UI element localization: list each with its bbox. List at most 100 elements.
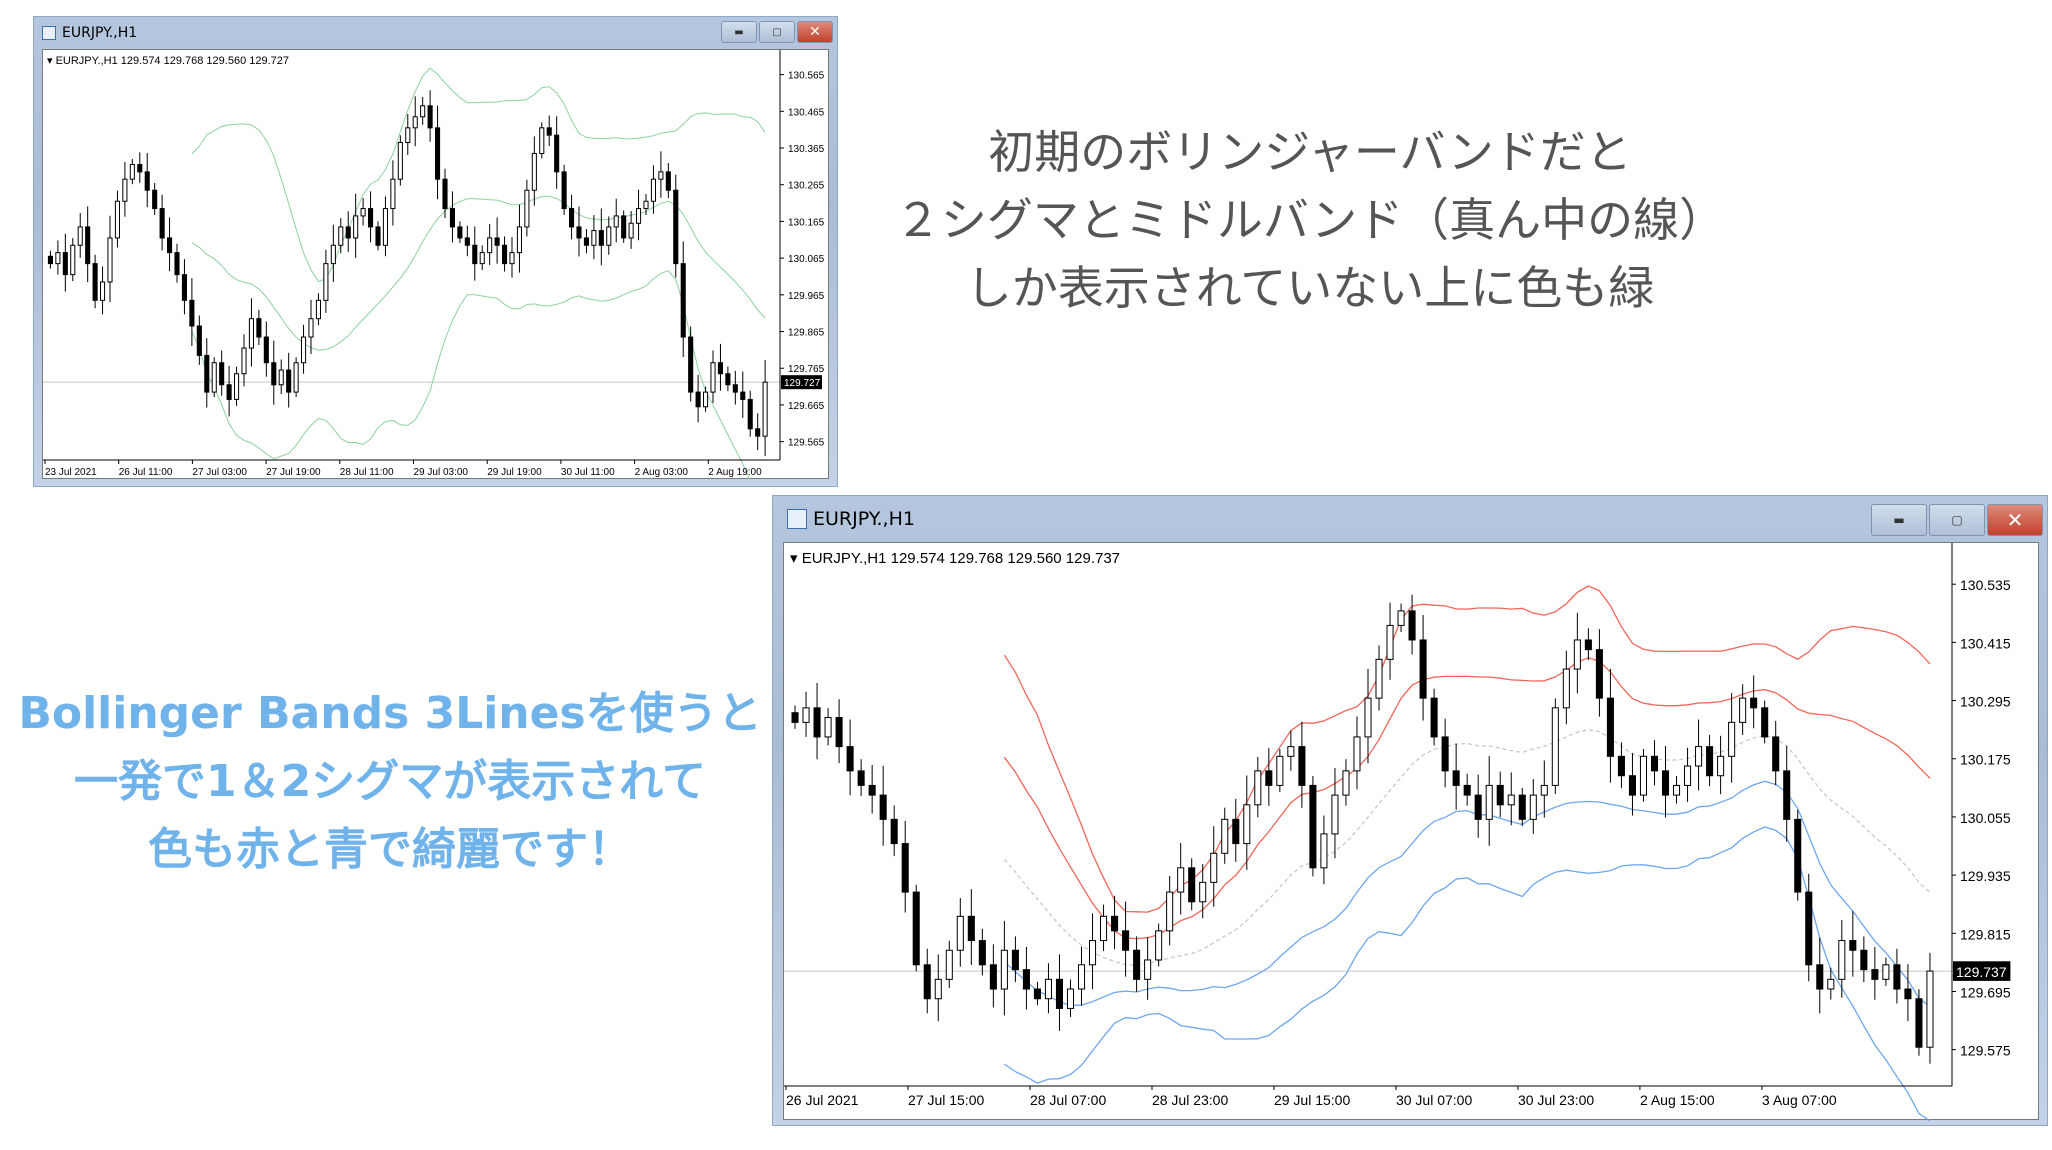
time-tick-label: 2 Aug 19:00 <box>708 467 762 478</box>
time-tick-label: 3 Aug 07:00 <box>1762 1092 1837 1108</box>
bear-candle <box>791 712 799 723</box>
bull-candle <box>1540 784 1548 796</box>
bull-candle <box>643 200 649 210</box>
bear-candle <box>256 318 262 338</box>
bear-candle <box>167 237 173 254</box>
bull-candle <box>539 127 545 155</box>
time-tick-label: 26 Jul 2021 <box>786 1092 859 1108</box>
bull-candle <box>129 164 135 180</box>
annotation-line: しか表示されていない上に色も緑 <box>965 261 1655 315</box>
maximize-button[interactable]: ▢ <box>1929 504 1985 536</box>
bear-candle <box>1298 746 1306 786</box>
bull-candle <box>1088 940 1097 966</box>
current-price-label: 129.737 <box>1956 964 2007 980</box>
title-bar[interactable]: EURJPY.,H1 ▬ ▢ ✕ <box>34 17 837 49</box>
bull-candle <box>1639 755 1648 796</box>
bear-candle <box>1628 775 1636 796</box>
bear-candle <box>989 964 997 990</box>
bull-candle <box>1044 978 1052 1000</box>
bear-candle <box>1408 610 1416 641</box>
bear-candle <box>1783 770 1791 820</box>
bull-candle <box>55 252 61 265</box>
bear-candle <box>1188 867 1196 903</box>
price-tick-label: 129.575 <box>1960 1043 2011 1059</box>
bear-candle <box>1022 969 1030 990</box>
price-tick-label: 130.295 <box>1960 694 2011 710</box>
bull-candle <box>703 391 709 408</box>
price-tick-label: 129.565 <box>788 438 825 449</box>
bear-candle <box>901 843 909 893</box>
price-tick-label: 129.865 <box>788 328 825 339</box>
close-button[interactable]: ✕ <box>797 21 833 43</box>
bear-candle <box>427 105 433 129</box>
time-tick-label: 29 Jul 19:00 <box>487 467 542 478</box>
bear-candle <box>1265 770 1273 786</box>
bull-candle <box>1155 930 1163 961</box>
annotation-line: 一発で1＆2シグマが表示されて <box>74 756 706 807</box>
bull-candle <box>323 263 329 301</box>
bear-candle <box>464 237 470 246</box>
price-tick-label: 129.695 <box>1960 984 2011 1000</box>
time-tick-label: 28 Jul 23:00 <box>1152 1092 1228 1108</box>
candlestick-chart[interactable]: 130.565 130.465 130.365 130.265 130.165 130.0… <box>43 50 830 480</box>
bear-candle <box>502 244 508 265</box>
bull-candle <box>330 244 336 265</box>
bear-candle <box>442 178 448 210</box>
bear-candle <box>747 398 753 430</box>
bear-candle <box>680 263 686 338</box>
bear-candle <box>1419 639 1427 699</box>
bear-candle <box>978 940 986 966</box>
chart-area[interactable]: 130.565 130.465 130.365 130.265 130.165 130.0… <box>42 49 830 480</box>
maximize-button[interactable]: ▢ <box>759 21 795 43</box>
bear-candle <box>1871 969 1879 980</box>
bull-candle <box>293 362 299 393</box>
bear-candle <box>1463 784 1471 796</box>
time-tick-label: 27 Jul 19:00 <box>266 467 321 478</box>
bull-candle <box>382 208 388 246</box>
time-tick-label: 30 Jul 07:00 <box>1396 1092 1472 1108</box>
price-tick-label: 129.765 <box>788 364 825 375</box>
window-title: EURJPY.,H1 <box>62 25 138 41</box>
bear-candle <box>494 237 500 246</box>
bear-candle <box>1805 891 1813 966</box>
bull-candle <box>1386 624 1394 660</box>
bull-candle <box>1926 970 1934 1048</box>
price-tick-label: 130.055 <box>1960 810 2011 826</box>
price-tick-label: 130.175 <box>1960 752 2011 768</box>
title-bar[interactable]: EURJPY.,H1 ▬ ▢ ✕ <box>773 496 2047 542</box>
bull-candle <box>762 381 768 437</box>
bull-candle <box>107 237 113 283</box>
time-tick-label: 28 Jul 11:00 <box>340 467 394 478</box>
time-tick-label: 26 Jul 11:00 <box>119 467 173 478</box>
bull-candle <box>487 237 493 254</box>
bull-candle <box>1397 610 1405 626</box>
bear-candle <box>740 391 746 400</box>
bear-candle <box>561 171 567 210</box>
close-button[interactable]: ✕ <box>1987 504 2043 536</box>
bull-candle <box>405 127 411 143</box>
bear-candle <box>583 237 589 246</box>
annotation-line: 初期のボリンジャーバンドだと <box>988 125 1632 179</box>
bear-candle <box>717 362 723 375</box>
bull-candle <box>1000 949 1008 990</box>
bull-candle <box>509 252 515 265</box>
chart-area[interactable]: 130.535 130.415 130.295 130.175 130.055 129.9… <box>783 542 2040 1121</box>
minimize-button[interactable]: ▬ <box>1871 504 1927 536</box>
bear-candle <box>62 252 68 276</box>
window-title: EURJPY.,H1 <box>813 508 915 530</box>
bear-candle <box>1111 915 1119 932</box>
bear-candle <box>1750 697 1758 709</box>
minimize-button[interactable]: ▬ <box>721 21 757 43</box>
bull-candle <box>606 226 612 246</box>
bull-candle <box>397 141 403 180</box>
bear-candle <box>159 208 165 239</box>
price-tick-label: 129.665 <box>788 401 825 412</box>
bull-candle <box>1177 867 1185 893</box>
bull-candle <box>1551 707 1559 786</box>
bear-candle <box>1606 697 1614 757</box>
candlestick-chart[interactable]: 130.535 130.415 130.295 130.175 130.055 129.9… <box>784 543 2040 1121</box>
bear-candle <box>1904 988 1912 1000</box>
bull-candle <box>824 717 832 738</box>
bull-candle <box>122 178 128 202</box>
bear-candle <box>967 915 975 942</box>
